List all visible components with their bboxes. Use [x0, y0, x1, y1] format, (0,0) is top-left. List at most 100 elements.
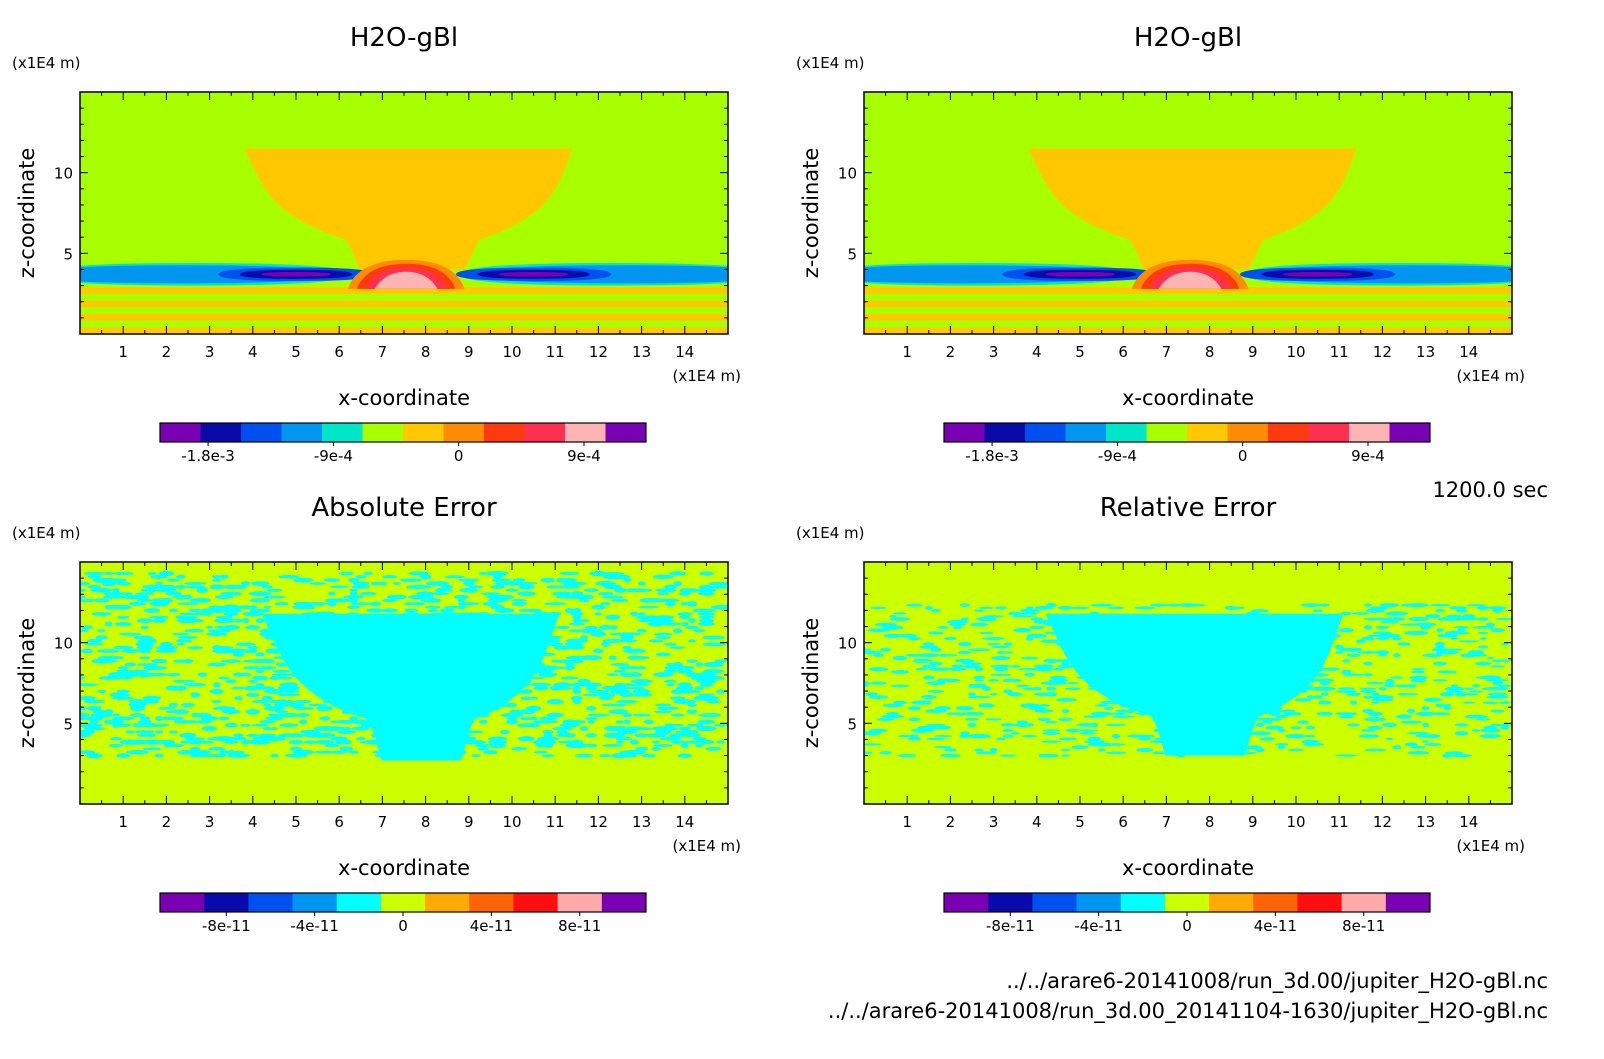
error-speckle	[342, 682, 365, 688]
error-speckle	[347, 612, 360, 616]
error-speckle	[1034, 667, 1054, 672]
error-speckle	[1010, 731, 1020, 735]
colorbar-segment	[1341, 893, 1387, 912]
error-speckle	[607, 625, 618, 630]
error-speckle	[143, 695, 161, 701]
error-speckle	[542, 730, 554, 734]
error-speckle	[530, 682, 552, 687]
error-speckle	[296, 712, 310, 718]
error-speckle	[1046, 686, 1057, 691]
error-speckle	[923, 675, 935, 680]
error-speckle	[124, 662, 137, 667]
error-speckle	[1385, 737, 1394, 741]
error-speckle	[313, 611, 337, 617]
error-speckle	[454, 700, 469, 704]
error-speckle	[1049, 681, 1068, 685]
error-speckle	[627, 632, 642, 636]
error-speckle	[585, 743, 598, 748]
error-speckle	[184, 639, 192, 643]
error-speckle	[116, 753, 130, 758]
error-speckle	[86, 638, 102, 643]
error-speckle	[665, 601, 676, 607]
error-speckle	[437, 685, 458, 691]
error-speckle	[493, 675, 502, 681]
error-speckle	[1135, 651, 1155, 654]
error-speckle	[1463, 687, 1474, 690]
error-speckle	[1500, 642, 1509, 646]
error-speckle	[974, 712, 985, 716]
error-speckle	[934, 734, 953, 738]
error-speckle	[1375, 625, 1390, 630]
error-speckle	[696, 725, 717, 732]
error-speckle	[927, 690, 945, 693]
y-axis-label: z-coordinate	[799, 618, 823, 749]
error-speckle	[910, 734, 919, 738]
error-speckle	[140, 595, 150, 600]
error-speckle	[1498, 684, 1512, 688]
error-speckle	[1411, 745, 1426, 749]
error-speckle	[1316, 711, 1334, 716]
error-speckle	[572, 607, 582, 614]
error-speckle	[1142, 617, 1162, 621]
chart-panel: H2O-gBl(x1E4 m)1 2 3 4 5 6 7 8 9 10 11 12 13 14510(x1…	[796, 23, 1525, 465]
error-speckle	[1370, 694, 1394, 700]
error-speckle	[1163, 656, 1184, 660]
error-speckle	[1107, 656, 1125, 660]
error-speckle	[572, 689, 582, 694]
error-speckle	[1248, 670, 1257, 674]
x-unit-label: (x1E4 m)	[672, 367, 741, 385]
error-speckle	[600, 602, 611, 606]
error-speckle	[1442, 753, 1453, 758]
error-speckle	[1169, 617, 1178, 621]
error-speckle	[233, 733, 244, 738]
colorbar-tick-label: 9e-4	[1351, 447, 1385, 465]
error-speckle	[693, 629, 706, 633]
error-speckle	[530, 632, 551, 636]
error-speckle	[587, 719, 595, 724]
error-speckle	[1058, 717, 1073, 722]
error-speckle	[463, 695, 474, 701]
x-tick-label: 9	[464, 343, 474, 361]
error-speckle	[1334, 651, 1344, 654]
error-speckle	[688, 639, 696, 643]
error-speckle	[209, 688, 224, 695]
error-speckle	[948, 667, 967, 671]
error-speckle	[893, 612, 907, 615]
error-speckle	[1488, 606, 1507, 610]
error-speckle	[1290, 712, 1302, 716]
error-speckle	[616, 639, 638, 643]
error-speckle	[1085, 670, 1104, 674]
error-speckle	[616, 683, 639, 687]
colorbar-segment	[988, 893, 1033, 912]
error-speckle	[1059, 614, 1072, 618]
error-speckle	[1277, 728, 1286, 733]
error-speckle	[1435, 609, 1445, 613]
colorbar-segment	[1209, 893, 1254, 912]
error-speckle	[87, 574, 102, 579]
error-speckle	[1411, 668, 1426, 671]
error-speckle	[176, 638, 186, 643]
error-speckle	[1220, 701, 1243, 705]
error-speckle	[585, 686, 597, 691]
error-speckle	[655, 636, 672, 639]
error-speckle	[877, 717, 895, 721]
error-speckle	[1144, 639, 1160, 643]
error-speckle	[1021, 612, 1038, 615]
error-speckle	[214, 646, 234, 650]
error-speckle	[1257, 615, 1277, 618]
plot-area	[80, 92, 728, 334]
error-speckle	[404, 608, 419, 613]
error-speckle	[1287, 748, 1305, 752]
error-speckle	[988, 679, 1000, 682]
error-speckle	[107, 672, 125, 678]
colorbar-segment	[557, 893, 603, 912]
error-speckle	[975, 667, 984, 672]
error-speckle	[419, 574, 432, 580]
error-speckle	[542, 638, 554, 644]
error-speckle	[674, 666, 695, 670]
error-speckle	[341, 709, 352, 715]
error-speckle	[241, 581, 251, 586]
error-speckle	[186, 618, 204, 623]
error-speckle	[457, 598, 466, 603]
error-speckle	[368, 686, 382, 690]
